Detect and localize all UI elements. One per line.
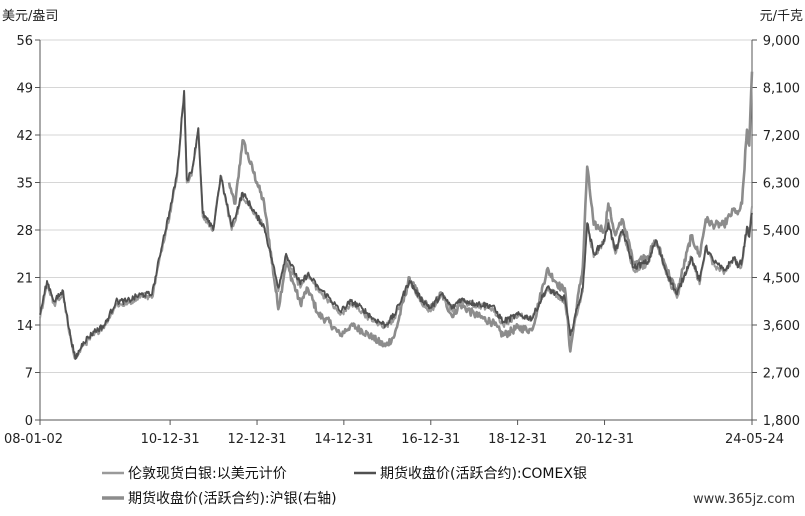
right-tick-label: 4,500 [763,272,800,287]
left-tick-label: 0 [25,414,33,429]
left-tick-label: 42 [16,129,33,144]
left-tick-label: 7 [25,367,33,382]
left-tick-label: 56 [16,34,33,49]
x-tick-label: 14-12-31 [314,432,373,447]
right-tick-label: 3,600 [763,319,800,334]
x-tick-label: 18-12-31 [488,432,547,447]
plot-area [39,71,754,360]
legend-label: 期货收盘价(活跃合约):沪银(右轴) [128,490,337,507]
legend-label: 伦敦现货白银:以美元计价 [128,465,287,482]
x-tick-label: 08-01-02 [4,432,63,447]
legend: 伦敦现货白银:以美元计价 期货收盘价(活跃合约):COMEX银期货收盘价(活跃合约… [102,465,587,507]
right-tick-label: 9,000 [763,34,800,49]
right-tick-label: 1,800 [763,414,800,429]
left-axis-unit: 美元/盎司 [2,9,58,24]
left-tick-label: 21 [16,272,33,287]
right-tick-label: 7,200 [763,129,800,144]
right-tick-label: 5,400 [763,224,800,239]
gridlines [40,39,752,373]
left-y-axis: 0 7 14 21 28 35 42 49 56 [16,34,41,429]
left-tick-label: 49 [16,82,33,97]
right-tick-label: 6,300 [763,177,800,192]
right-axis-unit: 元/千克 [760,9,803,24]
series-line [39,89,753,360]
x-tick-label: 16-12-31 [401,432,460,447]
x-tick-label: 24-05-24 [725,432,784,447]
right-tick-label: 8,100 [763,82,800,97]
legend-label: 期货收盘价(活跃合约):COMEX银 [380,465,587,482]
right-tick-label: 2,700 [763,367,800,382]
left-tick-label: 14 [16,319,33,334]
series-line [39,90,753,360]
x-tick-label: 12-12-31 [228,432,287,447]
series-line [227,71,754,353]
x-tick-label: 10-12-31 [141,432,200,447]
x-axis: 08-01-02 10-12-31 12-12-31 14-12-31 16-12-31… [4,419,784,447]
left-tick-label: 35 [16,177,33,192]
x-tick-label: 20-12-31 [575,432,634,447]
right-y-axis: 1,800 2,700 3,600 4,500 5,400 6,300 7,200 8,100… [751,34,800,429]
watermark: www.365jz.com [693,492,795,507]
left-tick-label: 28 [16,224,33,239]
